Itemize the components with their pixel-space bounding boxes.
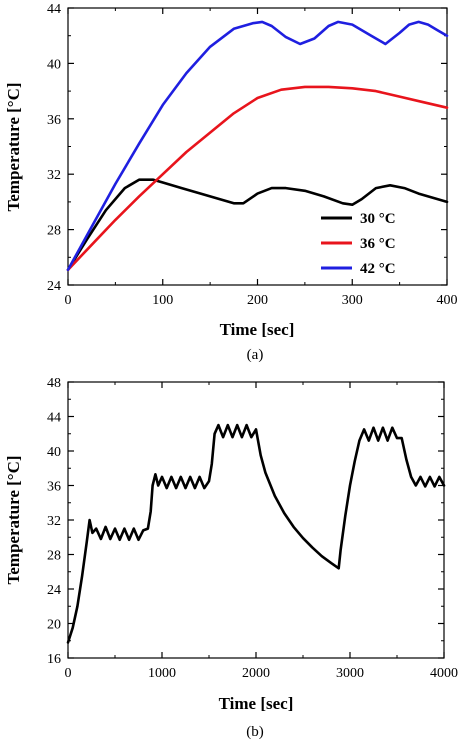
panel-a-x-tick-label: 300 — [342, 293, 363, 308]
panel-a-series-lines — [66, 20, 449, 272]
panel-a-legend: 30 °C 36 °C 42 °C — [321, 211, 396, 277]
panel-a-y-tick-label: 44 — [47, 2, 61, 17]
panel-b-y-tick-labels: 16 20 24 28 32 36 40 44 48 — [47, 376, 61, 667]
panel-a-y-tick-label: 24 — [47, 279, 61, 294]
legend-label-42c: 42 °C — [360, 261, 396, 277]
panel-b-ticks — [67, 381, 445, 659]
panel-a-label: (a) — [247, 347, 264, 363]
panel-b-x-tick-label: 2000 — [242, 666, 270, 681]
panel-a-series-line-0 — [66, 178, 449, 272]
panel-b-y-tick-label: 28 — [47, 549, 61, 564]
panel-a-y-tick-label: 32 — [47, 168, 61, 183]
panel-a-x-tick-labels: 0 100 200 300 400 — [65, 293, 458, 308]
panel-b-y-tick-label: 16 — [47, 652, 61, 667]
panel-a-y-axis-title: Temperature [°C] — [4, 82, 23, 211]
panel-a-y-tick-label: 40 — [47, 57, 61, 72]
panel-a-series-line-2 — [66, 20, 449, 272]
panel-b-x-tick-label: 1000 — [148, 666, 176, 681]
panel-b-plot-frame — [67, 381, 445, 659]
panel-b-y-tick-label: 40 — [47, 445, 61, 460]
panel-a-series-line-1 — [66, 85, 449, 272]
panel-a-y-tick-label: 36 — [47, 113, 61, 128]
panel-b-series-lines — [66, 423, 446, 644]
panel-b-y-tick-label: 48 — [47, 376, 61, 391]
panel-b-y-tick-label: 20 — [47, 618, 61, 633]
panel-a-chart: 0 100 200 300 400 24 28 32 36 40 44 30 °C 36 °C 4… — [4, 2, 458, 363]
panel-a-y-tick-label: 28 — [47, 224, 61, 239]
panel-a-x-tick-label: 400 — [437, 293, 458, 308]
panel-b-x-tick-label: 3000 — [336, 666, 364, 681]
panel-b-label: (b) — [246, 724, 264, 740]
panel-b-x-axis-title: Time [sec] — [219, 694, 294, 713]
panel-b-y-tick-label: 44 — [47, 411, 61, 426]
panel-b-series-line-0 — [66, 423, 446, 644]
panel-b-y-tick-label: 36 — [47, 480, 61, 495]
panel-b-x-tick-label: 4000 — [430, 666, 458, 681]
panel-a-x-axis-title: Time [sec] — [220, 320, 295, 339]
panel-a-x-tick-label: 100 — [152, 293, 173, 308]
panel-a-x-tick-label: 0 — [65, 293, 72, 308]
panel-b-chart: 0 1000 2000 3000 4000 16 20 24 28 32 36 40 44 48 Tim… — [4, 376, 458, 740]
panel-b-x-tick-label: 0 — [65, 666, 72, 681]
panel-a-y-tick-labels: 24 28 32 36 40 44 — [47, 2, 61, 294]
panel-b-y-tick-label: 24 — [47, 583, 61, 598]
panel-a-x-tick-label: 200 — [247, 293, 268, 308]
legend-label-30c: 30 °C — [360, 211, 396, 227]
panel-b-y-tick-label: 32 — [47, 514, 61, 529]
legend-label-36c: 36 °C — [360, 236, 396, 252]
panel-b-x-tick-labels: 0 1000 2000 3000 4000 — [65, 666, 459, 681]
panel-b-y-axis-title: Temperature [°C] — [4, 455, 23, 584]
